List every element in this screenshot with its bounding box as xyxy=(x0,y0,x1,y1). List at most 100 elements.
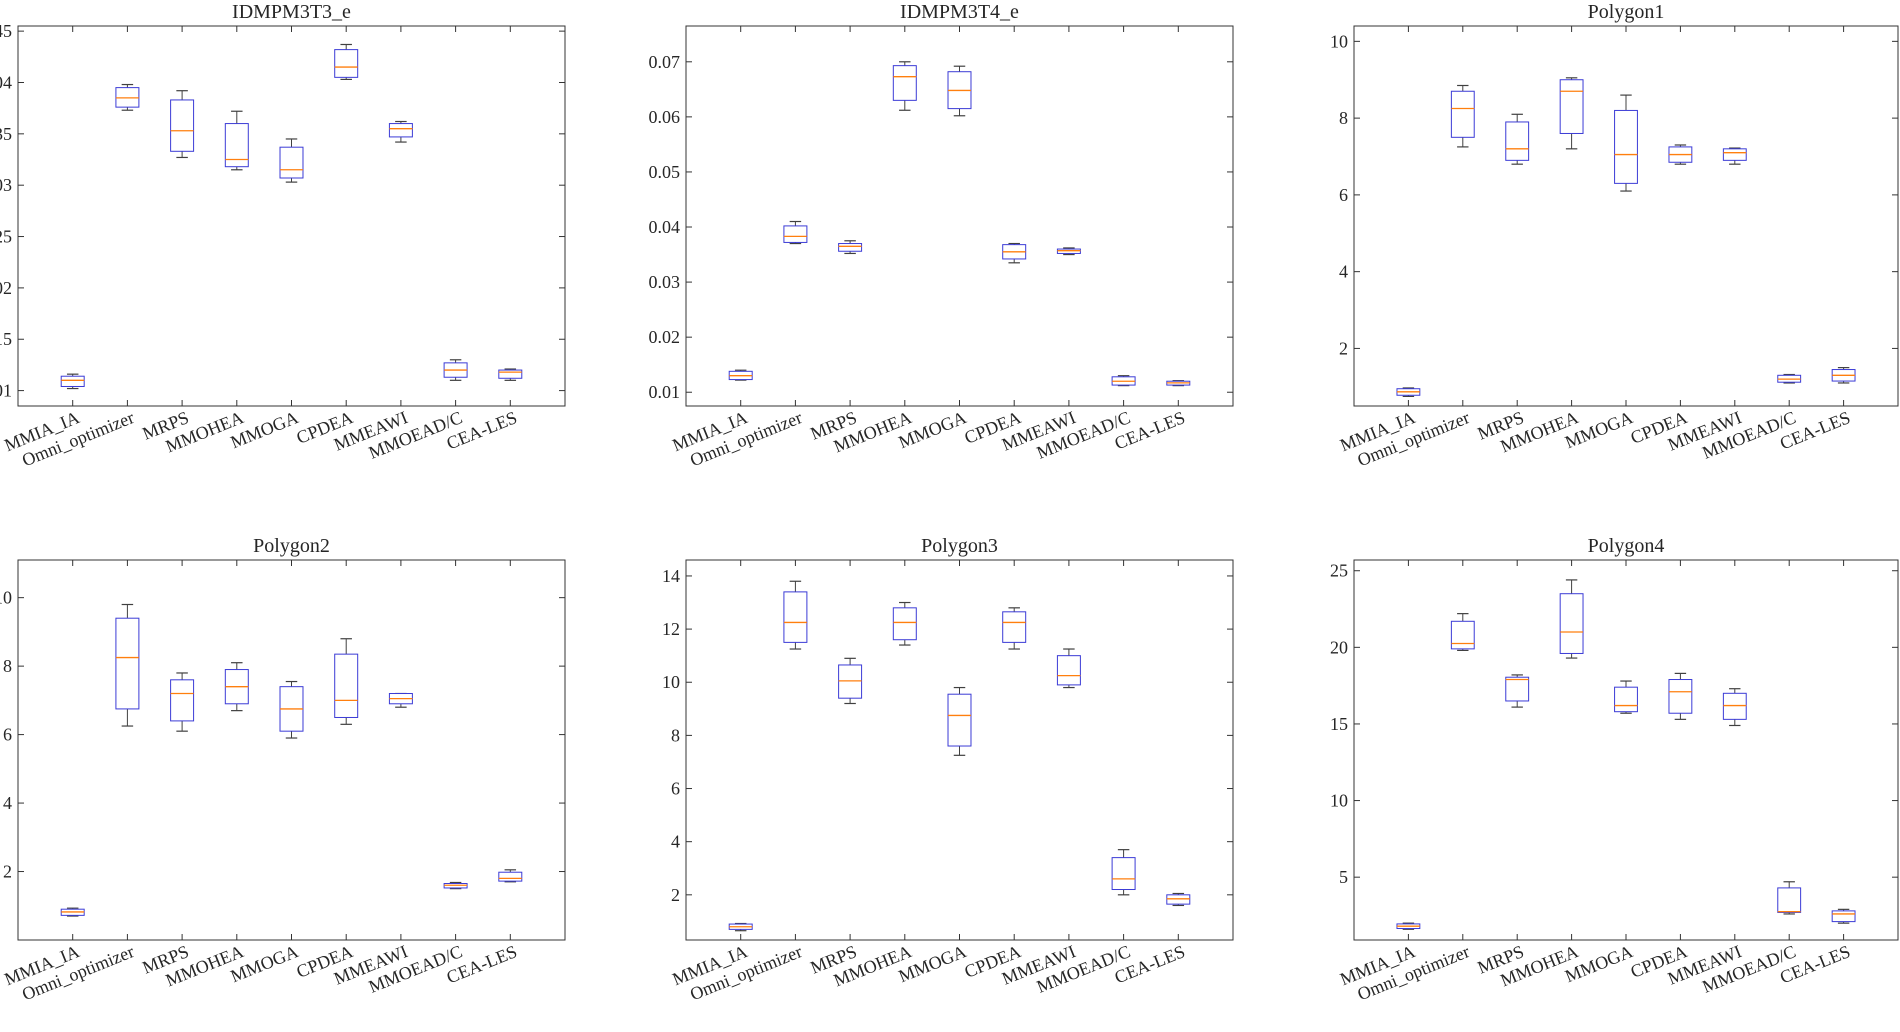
box-9 xyxy=(1166,892,1191,907)
box-8 xyxy=(1777,881,1802,915)
box-iqr xyxy=(1831,910,1856,923)
y-tick-label: 0.04 xyxy=(0,72,12,92)
box-6 xyxy=(1002,607,1027,650)
box-7 xyxy=(388,692,413,708)
box-iqr xyxy=(60,375,85,387)
box-5 xyxy=(947,65,972,117)
box-iqr xyxy=(1450,90,1475,138)
y-tick-label: 0.06 xyxy=(649,107,681,127)
box-iqr xyxy=(1505,121,1530,161)
y-tick-label: 8 xyxy=(671,725,680,745)
y-tick-label: 0.01 xyxy=(649,382,681,402)
box-9 xyxy=(1831,908,1856,924)
y-tick-label: 0.02 xyxy=(649,327,681,347)
y-tick-label: 0.03 xyxy=(0,175,12,195)
box-8 xyxy=(443,359,468,381)
box-4 xyxy=(224,662,249,712)
axes-frame xyxy=(17,559,566,941)
y-tick-label: 0.03 xyxy=(649,272,681,292)
y-tick-label: 0.07 xyxy=(649,52,681,72)
y-tick-label: 12 xyxy=(662,619,680,639)
box-2 xyxy=(783,580,808,650)
box-iqr xyxy=(892,65,917,101)
y-tick-label: 20 xyxy=(1330,637,1348,657)
y-tick-label: 8 xyxy=(1339,108,1348,128)
box-4 xyxy=(892,601,917,646)
axes-frame xyxy=(1353,25,1899,407)
box-iqr xyxy=(783,225,808,243)
box-iqr xyxy=(1668,679,1693,714)
y-tick-label: 4 xyxy=(3,793,12,813)
y-tick-label: 0.035 xyxy=(0,124,12,144)
box-8 xyxy=(1777,373,1802,384)
y-tick-label: 10 xyxy=(662,672,680,692)
box-1 xyxy=(1396,387,1421,398)
box-iqr xyxy=(783,591,808,643)
box-iqr xyxy=(1777,887,1802,913)
box-4 xyxy=(224,110,249,171)
box-2 xyxy=(115,603,140,727)
box-5 xyxy=(279,680,304,739)
chart-title: IDMPM3T3_e xyxy=(232,1,351,23)
y-tick-label: 0.025 xyxy=(0,227,12,247)
box-iqr xyxy=(1614,109,1638,184)
box-iqr xyxy=(1056,655,1081,686)
box-5 xyxy=(1614,94,1638,192)
y-tick-label: 6 xyxy=(671,779,680,799)
box-5 xyxy=(279,138,304,183)
box-8 xyxy=(1111,849,1136,896)
box-iqr xyxy=(1614,686,1638,713)
box-1 xyxy=(728,369,753,381)
box-7 xyxy=(388,120,413,143)
y-tick-label: 0.02 xyxy=(0,278,12,298)
box-iqr xyxy=(115,617,140,710)
box-iqr xyxy=(892,607,917,641)
box-iqr xyxy=(498,871,523,882)
box-4 xyxy=(1559,77,1584,150)
y-tick-label: 6 xyxy=(1339,185,1348,205)
chart-title: Polygon3 xyxy=(921,535,998,557)
box-iqr xyxy=(170,99,195,152)
box-iqr xyxy=(170,679,195,722)
y-tick-label: 14 xyxy=(662,566,680,586)
y-tick-label: 0.05 xyxy=(649,162,681,182)
box-6 xyxy=(1002,242,1027,264)
box-6 xyxy=(1668,672,1693,720)
box-3 xyxy=(170,90,195,159)
box-6 xyxy=(334,43,359,81)
box-7 xyxy=(1722,688,1747,727)
y-tick-label: 10 xyxy=(0,588,12,608)
box-iqr xyxy=(1505,676,1530,702)
y-tick-label: 0.045 xyxy=(0,21,12,41)
y-tick-label: 4 xyxy=(1339,262,1348,282)
chart-panel-2: IDMPM3T4_e0.010.020.030.040.050.060.07MM… xyxy=(649,1,1234,470)
box-iqr xyxy=(1559,79,1584,134)
box-7 xyxy=(1056,648,1081,689)
box-iqr xyxy=(279,146,304,179)
chart-panel-1: IDMPM3T3_e 0.01 0.015 0.02 0.025 0.03 0.035 0.0… xyxy=(0,1,566,470)
box-iqr xyxy=(334,653,359,718)
axes-frame xyxy=(17,25,566,407)
box-3 xyxy=(1505,674,1530,708)
box-iqr xyxy=(1166,894,1191,905)
box-5 xyxy=(1614,680,1638,714)
y-tick-label: 0.01 xyxy=(0,381,12,401)
y-tick-label: 2 xyxy=(1339,338,1348,358)
y-tick-label: 15 xyxy=(1330,714,1348,734)
box-1 xyxy=(60,373,85,390)
box-8 xyxy=(1111,375,1136,387)
box-1 xyxy=(60,907,85,917)
box-iqr xyxy=(224,123,249,168)
y-tick-label: 6 xyxy=(3,725,12,745)
box-iqr xyxy=(388,123,413,138)
y-tick-label: 4 xyxy=(671,832,680,852)
box-iqr xyxy=(1722,692,1747,720)
box-2 xyxy=(783,220,808,245)
box-6 xyxy=(1668,144,1693,165)
box-9 xyxy=(498,368,523,381)
y-tick-label: 2 xyxy=(3,862,12,882)
box-iqr xyxy=(1559,593,1584,654)
axes-frame xyxy=(1353,559,1899,941)
box-2 xyxy=(115,83,140,111)
